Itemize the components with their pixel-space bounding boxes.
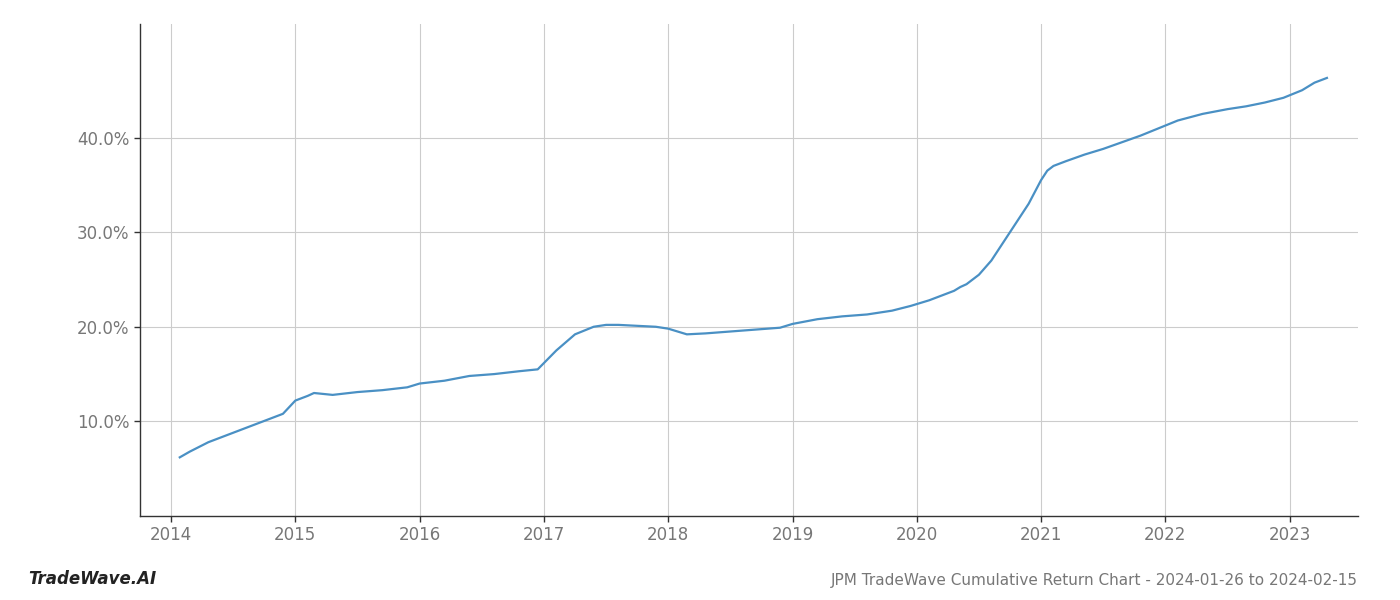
Text: TradeWave.AI: TradeWave.AI	[28, 570, 157, 588]
Text: JPM TradeWave Cumulative Return Chart - 2024-01-26 to 2024-02-15: JPM TradeWave Cumulative Return Chart - …	[832, 573, 1358, 588]
